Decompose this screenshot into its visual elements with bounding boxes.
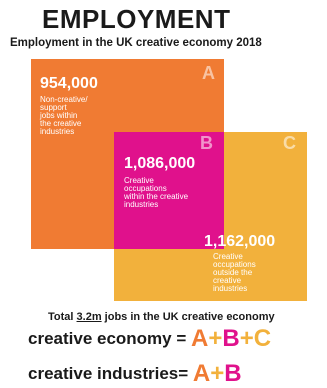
segment-c-description: Creative occupations outside the creativ…: [213, 252, 256, 293]
formula-industries-equals: =: [178, 364, 189, 383]
segment-c-value: 1,162,000: [204, 233, 276, 250]
formula-economy-a: A: [191, 325, 209, 352]
formula-economy-b: B: [222, 325, 240, 352]
segment-b-description: Creative occupations within the creative…: [124, 176, 189, 209]
total-line: Total 3.2m jobs in the UK creative econo…: [48, 311, 275, 323]
segment-b-box: [114, 132, 224, 249]
formula-industries-plus: +: [210, 360, 225, 387]
formula-economy-c: C: [253, 325, 272, 352]
segment-b-letter: B: [200, 133, 213, 153]
total-prefix: Total: [48, 311, 74, 323]
total-suffix: jobs in the UK creative economy: [104, 311, 275, 323]
formula-creative-industries: creative industries= A+B: [28, 360, 242, 388]
page-subtitle: Employment in the UK creative economy 20…: [10, 37, 262, 49]
segment-c-letter: C: [283, 133, 296, 153]
formula-economy-equals: =: [176, 329, 187, 348]
total-amount: 3.2m: [76, 311, 102, 323]
formula-industries-a: A: [192, 360, 211, 387]
segment-a-value: 954,000: [40, 75, 98, 92]
page-title: EMPLOYMENT: [42, 4, 231, 34]
formula-economy-label: creative economy: [28, 329, 172, 348]
segment-a-description: Non-creative/ support jobs within the cr…: [40, 95, 88, 136]
formula-industries-label: creative industries: [28, 364, 179, 383]
formula-economy-plus-2: +: [239, 325, 254, 352]
formula-economy-plus-1: +: [208, 325, 223, 352]
formula-creative-economy: creative economy = A+B+C: [28, 325, 271, 353]
segment-a-letter: A: [202, 63, 215, 83]
segment-b-value: 1,086,000: [124, 155, 196, 172]
formula-industries-b: B: [224, 360, 242, 387]
